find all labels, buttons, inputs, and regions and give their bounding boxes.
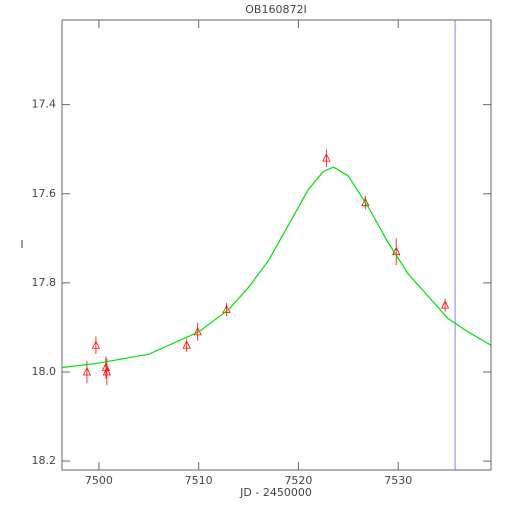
x-tick-label: 7530 bbox=[384, 474, 412, 487]
x-tick-label: 7510 bbox=[185, 474, 213, 487]
data-point bbox=[322, 153, 331, 162]
data-point bbox=[91, 340, 101, 349]
data-point bbox=[440, 300, 450, 309]
x-axis-label: JD - 2450000 bbox=[239, 486, 312, 499]
y-tick-label: 18.0 bbox=[32, 365, 57, 378]
y-tick-label: 17.8 bbox=[32, 276, 57, 289]
data-point bbox=[82, 367, 92, 376]
model-curve bbox=[61, 166, 492, 369]
y-axis-label: I bbox=[20, 238, 23, 251]
x-tick-label: 7500 bbox=[85, 474, 113, 487]
plot-frame bbox=[61, 19, 492, 471]
chart-title: OB160872I bbox=[245, 3, 306, 16]
data-point bbox=[361, 197, 370, 207]
data-point bbox=[102, 367, 112, 376]
y-tick-label: 18.2 bbox=[32, 454, 57, 467]
data-point bbox=[182, 340, 191, 349]
y-tick-label: 17.4 bbox=[32, 98, 57, 111]
x-tick-label: 7520 bbox=[284, 474, 312, 487]
y-tick-label: 17.6 bbox=[32, 187, 57, 200]
